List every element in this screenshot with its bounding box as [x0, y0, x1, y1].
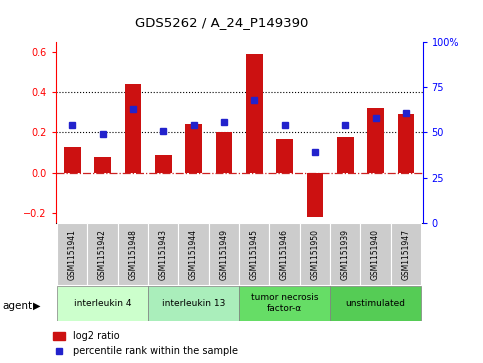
Text: GSM1151940: GSM1151940	[371, 229, 380, 280]
Bar	[239, 223, 270, 285]
Text: GSM1151939: GSM1151939	[341, 229, 350, 280]
Text: GSM1151950: GSM1151950	[311, 229, 319, 280]
Bar	[94, 157, 111, 173]
Bar	[148, 223, 178, 285]
Legend: log2 ratio, percentile rank within the sample: log2 ratio, percentile rank within the s…	[53, 331, 238, 356]
Text: interleukin 4: interleukin 4	[74, 299, 131, 307]
Text: interleukin 13: interleukin 13	[162, 299, 225, 307]
Text: GSM1151943: GSM1151943	[159, 229, 168, 280]
Bar	[330, 223, 360, 285]
Bar	[337, 136, 354, 173]
Text: GDS5262 / A_24_P149390: GDS5262 / A_24_P149390	[136, 16, 309, 29]
Bar	[87, 223, 118, 285]
Text: GSM1151945: GSM1151945	[250, 229, 259, 280]
Bar	[64, 147, 81, 173]
Bar	[307, 173, 323, 217]
Bar	[125, 84, 141, 173]
Text: unstimulated: unstimulated	[346, 299, 406, 307]
Text: agent: agent	[2, 301, 32, 311]
Text: GSM1151946: GSM1151946	[280, 229, 289, 280]
Bar	[398, 114, 414, 173]
Bar	[270, 223, 300, 285]
Text: GSM1151947: GSM1151947	[401, 229, 411, 280]
Text: GSM1151948: GSM1151948	[128, 229, 137, 280]
Text: GSM1151949: GSM1151949	[219, 229, 228, 280]
Bar	[300, 223, 330, 285]
Bar	[155, 155, 171, 173]
Text: GSM1151942: GSM1151942	[98, 229, 107, 280]
Text: GSM1151941: GSM1151941	[68, 229, 77, 280]
Bar	[360, 223, 391, 285]
Text: ▶: ▶	[33, 301, 41, 311]
Bar	[148, 286, 239, 321]
Bar	[57, 223, 87, 285]
Bar	[185, 125, 202, 173]
Bar	[209, 223, 239, 285]
Bar	[178, 223, 209, 285]
Bar	[239, 286, 330, 321]
Text: tumor necrosis
factor-α: tumor necrosis factor-α	[251, 293, 318, 313]
Bar	[246, 54, 263, 173]
Bar	[57, 286, 148, 321]
Bar	[367, 108, 384, 173]
Text: GSM1151944: GSM1151944	[189, 229, 198, 280]
Bar	[330, 286, 421, 321]
Bar	[391, 223, 421, 285]
Bar	[215, 132, 232, 173]
Bar	[276, 139, 293, 173]
Bar	[118, 223, 148, 285]
